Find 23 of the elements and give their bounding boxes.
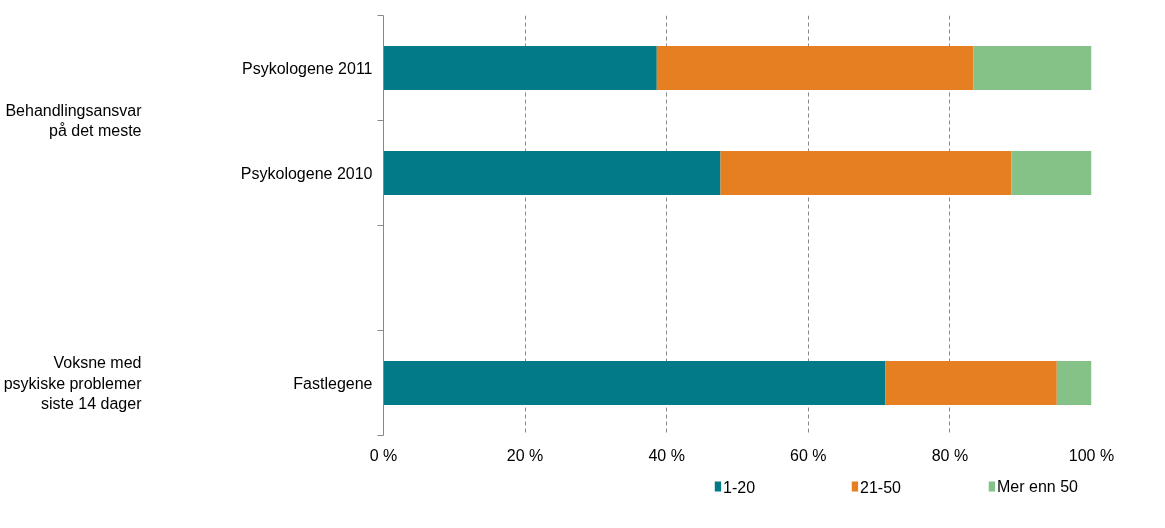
bar: [383, 360, 886, 406]
x-tick-label: 60 %: [790, 446, 827, 464]
y-tick-label: Psykologene 2011: [242, 59, 373, 77]
x-tick-label: 80 %: [931, 446, 969, 464]
legend-label: 21-50: [860, 478, 902, 496]
bar: [383, 45, 657, 91]
x-tick-label: 0 %: [369, 446, 398, 464]
bar: [885, 360, 1057, 406]
bar: [973, 45, 1092, 91]
bar: [1056, 360, 1092, 406]
text: Voksne med psykiske problemer siste 14 dager: [3, 354, 143, 412]
y-tick-label: Fastlegene: [293, 374, 373, 392]
text: Behandlingsansvar på det meste: [5, 101, 143, 140]
x-tick-label: 20 %: [506, 446, 544, 464]
bar: [656, 45, 974, 91]
bar: [383, 150, 721, 196]
legend-label: 1-20: [723, 478, 756, 496]
x-tick-label: 100 %: [1068, 446, 1115, 464]
bar: [1011, 150, 1092, 196]
bar: [720, 150, 1012, 196]
x-tick-label: 40 %: [648, 446, 685, 464]
y-tick-label: Psykologene 2010: [240, 164, 373, 182]
legend-label: Mer enn 50: [997, 478, 1079, 495]
